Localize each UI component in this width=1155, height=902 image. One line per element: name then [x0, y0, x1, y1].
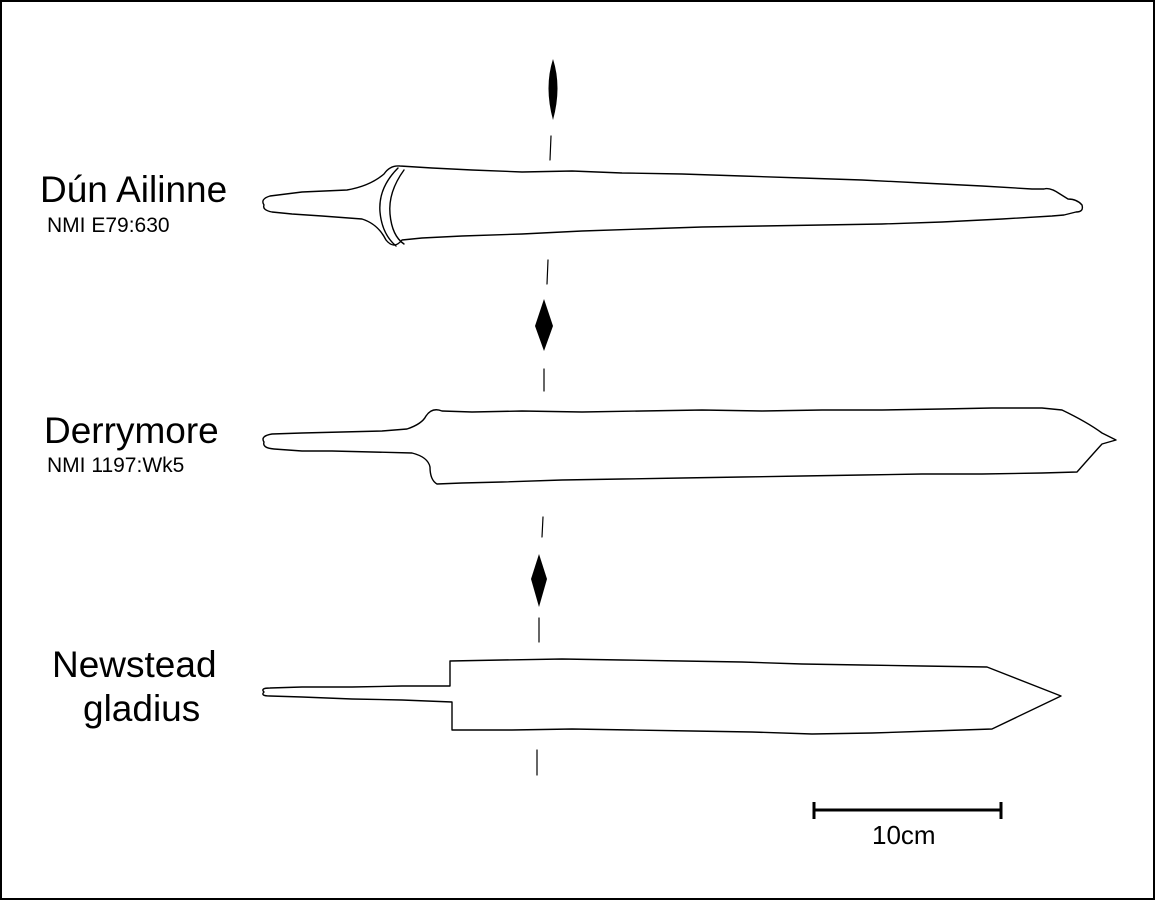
scale-bar — [812, 802, 1003, 819]
sword-derrymore-outline — [262, 407, 1117, 485]
catalogue-number-dun-ailinne: NMI E79:630 — [47, 214, 170, 237]
cross-section-dun-ailinne — [548, 59, 558, 120]
cross-section-derrymore — [535, 299, 553, 351]
cross-section-axis — [536, 135, 552, 776]
scale-bar-label: 10cm — [872, 820, 936, 850]
sword-name-derrymore: Derrymore — [44, 410, 219, 451]
sword-name-newstead-line2: gladius — [83, 688, 201, 729]
catalogue-number-derrymore: NMI 1197:Wk5 — [47, 454, 185, 477]
sword-newstead-gladius-outline — [262, 658, 1062, 735]
sword-dun-ailinne-outline — [262, 165, 1084, 247]
cross-section-newstead — [531, 554, 547, 607]
sword-name-newstead-line1: Newstead — [52, 644, 217, 685]
sword-name-dun-ailinne: Dún Ailinne — [40, 169, 228, 210]
